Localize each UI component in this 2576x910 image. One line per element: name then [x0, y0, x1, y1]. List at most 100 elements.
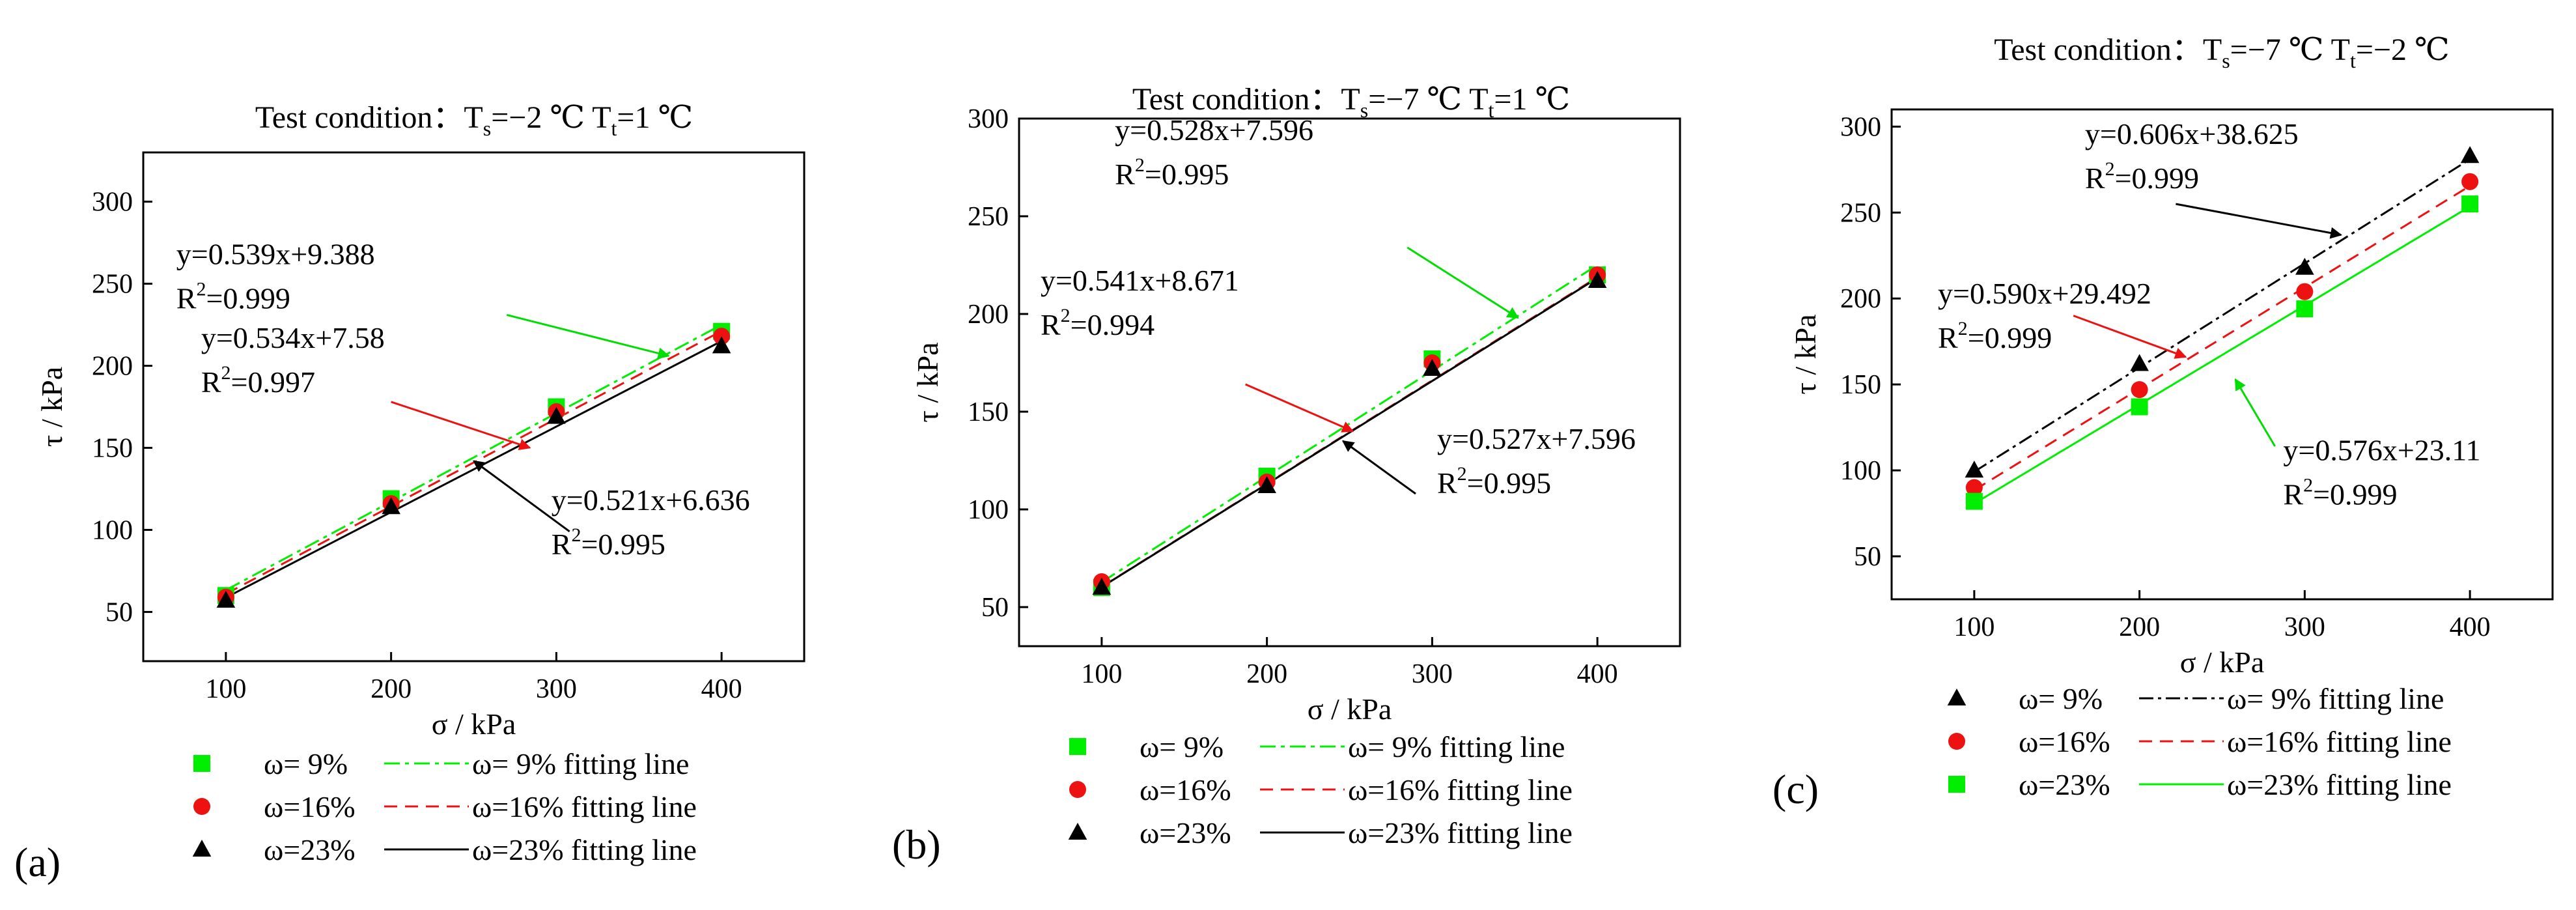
legend: ω= 9% ω= 9% fitting line ω=16% ω=16% fittin… [1068, 730, 1573, 849]
data-point [1092, 578, 1112, 595]
data-point [216, 590, 236, 608]
y-tick-label: 250 [968, 202, 1009, 232]
fitting-line [1101, 277, 1598, 588]
r-squared-exponent: 2 [1457, 463, 1467, 485]
r-squared-label: R2=0.999 [2085, 158, 2199, 195]
r-squared-exponent: 2 [1958, 318, 1968, 339]
x-tick-label: 200 [2119, 612, 2160, 642]
y-tick-label: 200 [1840, 284, 1881, 314]
annotation-arrow [506, 313, 670, 360]
chart-title: Test condition：Ts=−7 ℃ Tt=−2 ℃ [1994, 33, 2449, 72]
r-squared-label: R2=0.997 [201, 362, 315, 399]
fit-equation-label: y=0.541x+8.671 [1041, 264, 1239, 297]
x-tick-label: 300 [536, 674, 577, 704]
x-tick-label: 300 [2284, 612, 2325, 642]
r-squared-equals: = [581, 528, 598, 561]
x-axis-label: σ / kPa [432, 707, 516, 741]
legend-marker [1069, 781, 1086, 798]
r-squared-label: R2=0.995 [1115, 154, 1229, 191]
legend-line-label: ω=23% fitting line [472, 833, 697, 866]
data-point [2296, 300, 2314, 318]
title-text: =1 ℃ [1494, 82, 1570, 117]
data-point [2131, 381, 2148, 399]
data-point [1423, 359, 1442, 377]
r-squared-equals: = [1071, 308, 1087, 341]
fit-equation-label: y=0.527x+7.596 [1437, 422, 1636, 455]
legend-series-label: ω=23% [2019, 768, 2110, 801]
fit-equation-label: y=0.521x+6.636 [552, 483, 750, 517]
y-tick-label: 50 [981, 593, 1009, 623]
data-point [547, 406, 566, 424]
panel-label: (b) [892, 821, 941, 868]
title-text: Test condition：T [1132, 82, 1360, 117]
panel-label: (c) [1772, 766, 1819, 812]
title-text: Test condition：T [255, 100, 483, 135]
r-squared-label: R2=0.995 [552, 524, 665, 561]
r-squared-exponent: 2 [2105, 158, 2115, 180]
data-point [2461, 195, 2479, 213]
data-point [1257, 476, 1276, 494]
r-squared-value: 0.997 [247, 365, 315, 399]
r-squared-exponent: 2 [2303, 474, 2313, 496]
r-squared-exponent: 2 [196, 278, 206, 300]
y-axis-label: τ / kPa [1789, 314, 1822, 394]
title-subscript: t [2350, 49, 2356, 72]
r-squared-symbol: R [176, 281, 197, 315]
y-tick-label: 150 [92, 433, 133, 463]
y-tick-label: 100 [968, 495, 1009, 525]
r-squared-label: R2=0.994 [1041, 305, 1155, 341]
y-tick-label: 250 [1840, 198, 1881, 228]
legend-marker [1948, 776, 1965, 793]
r-squared-exponent: 2 [571, 524, 581, 546]
r-squared-value: 0.994 [1087, 308, 1155, 341]
legend-marker [1068, 823, 1087, 840]
legend-series-label: ω=16% [264, 790, 356, 823]
r-squared-value: 0.995 [1162, 158, 1229, 191]
legend-series-label: ω= 9% [1140, 730, 1224, 763]
r-squared-equals: = [1467, 466, 1484, 500]
y-tick-label: 150 [1840, 370, 1881, 400]
r-squared-symbol: R [2085, 162, 2105, 195]
chart-panel-2: Test condition：Ts=−7 ℃ Tt=1 ℃ 100 200 300 40… [892, 82, 1681, 868]
data-point [1965, 479, 1983, 496]
title-subscript: s [1360, 98, 1368, 122]
r-squared-exponent: 2 [1135, 154, 1145, 176]
r-squared-equals: = [231, 365, 248, 399]
data-point [1965, 461, 1984, 478]
title-text: =−7 ℃ T [1368, 82, 1488, 117]
r-squared-equals: = [2115, 162, 2132, 195]
y-axis-label: τ / kPa [35, 367, 68, 447]
x-tick-label: 100 [1081, 659, 1122, 689]
legend-marker [1069, 738, 1086, 755]
annotation-arrow [2073, 315, 2187, 359]
fit-equation-label: y=0.534x+7.58 [201, 321, 385, 354]
title-subscript: s [2222, 49, 2230, 72]
x-tick-label: 200 [1246, 659, 1287, 689]
r-squared-symbol: R [1437, 466, 1457, 500]
x-tick-label: 100 [205, 674, 246, 704]
legend-line-label: ω=16% fitting line [1348, 773, 1573, 806]
chart-title: Test condition：Ts=−7 ℃ Tt=1 ℃ [1132, 82, 1570, 122]
y-tick-label: 200 [92, 352, 133, 382]
r-squared-label: R2=0.999 [1938, 318, 2052, 354]
legend: ω= 9% ω= 9% fitting line ω=16% ω=16% fittin… [1947, 682, 2452, 801]
r-squared-value: 0.999 [223, 281, 290, 315]
legend-series-label: ω=23% [1140, 816, 1231, 849]
chart-panel-1: Test condition：Ts=−2 ℃ Tt=1 ℃ 100 200 300 40… [14, 100, 805, 885]
x-tick-label: 400 [701, 674, 742, 704]
fitting-line [1974, 205, 2471, 505]
panel-label: (a) [14, 839, 61, 885]
r-squared-symbol: R [2283, 477, 2303, 511]
x-tick-label: 400 [2450, 612, 2491, 642]
annotation-arrow [1341, 440, 1416, 495]
plot-frame [142, 151, 805, 662]
annotation-arrow [473, 460, 570, 533]
fit-equation-label: y=0.528x+7.596 [1115, 113, 1313, 147]
y-tick-label: 200 [968, 300, 1009, 330]
legend-line-label: ω= 9% fitting line [2227, 682, 2444, 715]
plot-frame [1890, 108, 2554, 601]
annotation-arrow [2176, 203, 2342, 239]
title-text: =−7 ℃ T [2230, 33, 2350, 67]
legend-line-label: ω= 9% fitting line [1348, 730, 1565, 763]
